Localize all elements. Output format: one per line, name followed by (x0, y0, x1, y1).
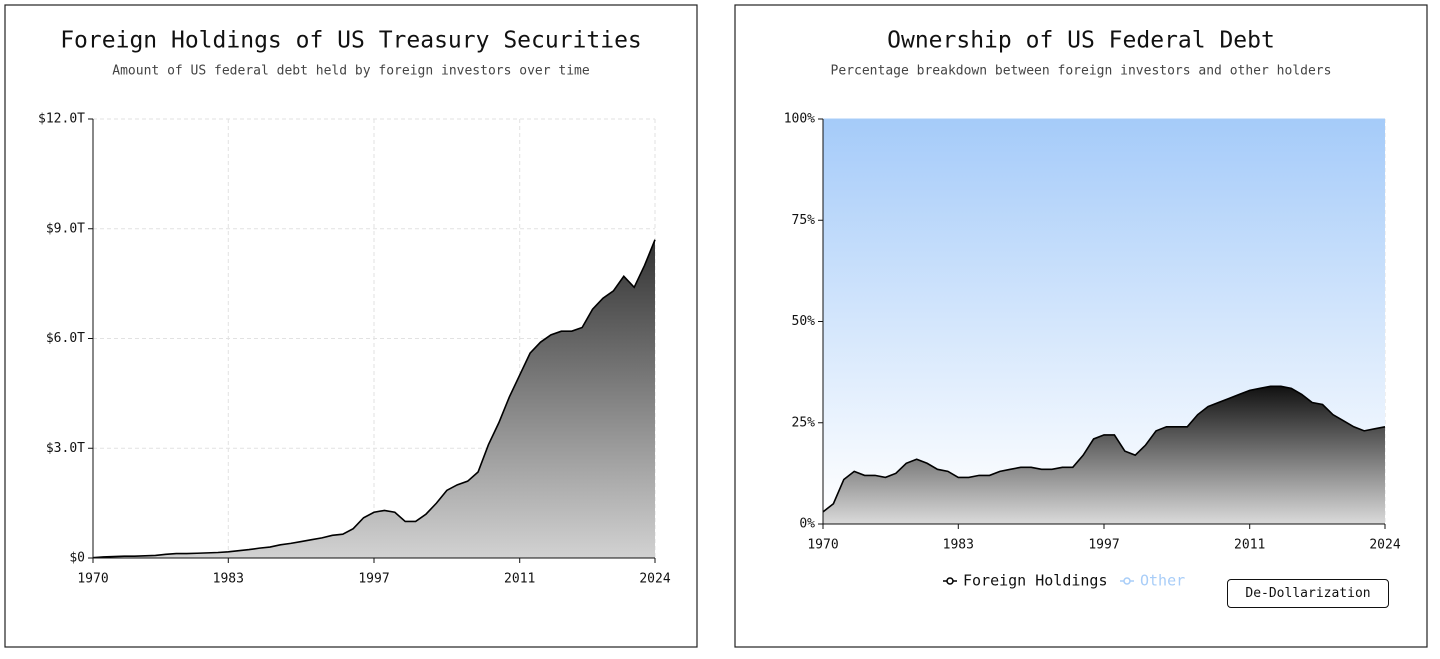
chart-subtitle: Percentage breakdown between foreign inv… (831, 64, 1332, 79)
x-tick-label: 1970 (807, 538, 838, 553)
area-line (822, 385, 1386, 513)
y-tick-label: $9.0T (46, 221, 85, 236)
x-tick-label: 1983 (943, 538, 974, 553)
legend-symbol (1123, 577, 1131, 585)
y-tick-label: $6.0T (46, 331, 85, 346)
y-tick-label: 75% (792, 213, 816, 228)
x-tick-label: 2011 (504, 572, 535, 587)
legend-label: Other (1140, 572, 1185, 590)
y-tick-label: $0 (69, 551, 85, 566)
chart-title: Foreign Holdings of US Treasury Securiti… (60, 28, 642, 54)
y-tick-label: $12.0T (38, 112, 85, 127)
x-tick-label: 2011 (1234, 538, 1265, 553)
y-tick-label: 100% (784, 112, 815, 127)
y-tick-label: $3.0T (46, 441, 85, 456)
y-tick-label: 0% (799, 517, 815, 532)
panel-frame (4, 4, 698, 648)
area-fill (93, 239, 655, 558)
chart-subtitle: Amount of US federal debt held by foreig… (112, 64, 590, 79)
area-line (92, 239, 656, 559)
x-tick-label: 2024 (1369, 538, 1400, 553)
y-tick-label: 50% (792, 314, 816, 329)
x-tick-label: 1983 (213, 572, 244, 587)
y-tick-label: 25% (792, 415, 816, 430)
x-tick-label: 1970 (77, 572, 108, 587)
legend-symbol (946, 577, 954, 585)
chart-title: Ownership of US Federal Debt (887, 28, 1275, 54)
x-tick-label: 1997 (1088, 538, 1119, 553)
x-tick-label: 1997 (358, 572, 389, 587)
de-dollarization-button[interactable]: De-Dollarization (1227, 579, 1389, 608)
area-fill (823, 386, 1385, 524)
panel-frame (734, 4, 1428, 648)
legend-label: Foreign Holdings (963, 572, 1108, 590)
x-tick-label: 2024 (639, 572, 670, 587)
area-fill (823, 119, 1385, 512)
